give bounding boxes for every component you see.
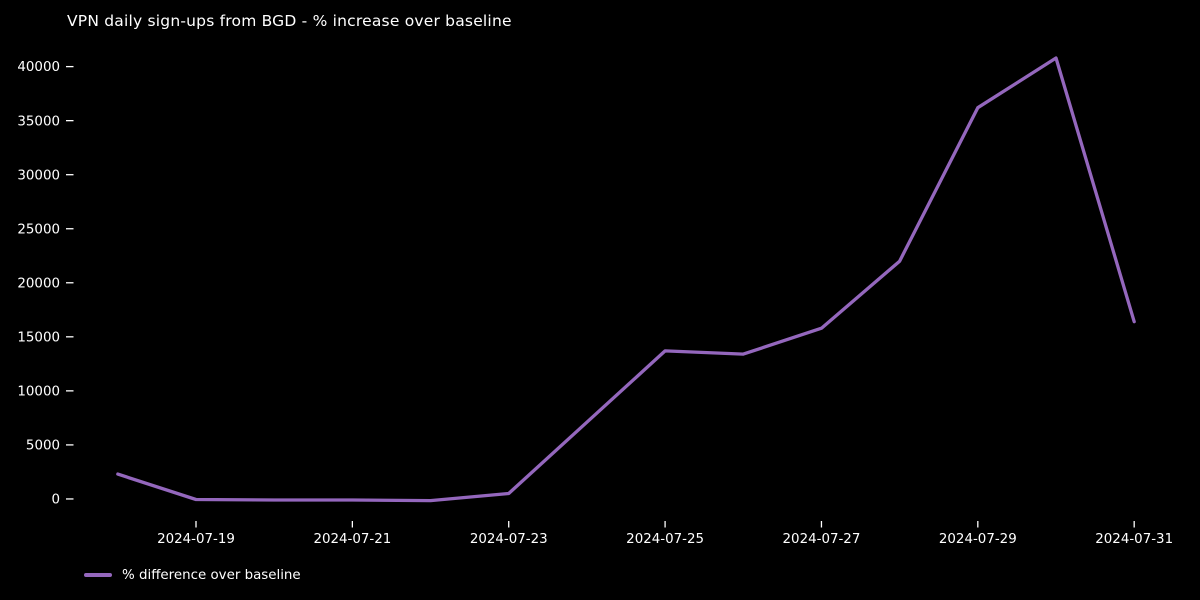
x-tick-label: 2024-07-29 bbox=[939, 532, 1017, 547]
series-line bbox=[116, 56, 1136, 503]
legend-line-swatch bbox=[84, 573, 112, 577]
chart-title: VPN daily sign-ups from BGD - % increase… bbox=[67, 12, 512, 30]
y-tick-label: 40000 bbox=[17, 60, 60, 75]
x-tick-label: 2024-07-23 bbox=[470, 532, 548, 547]
x-tick-label: 2024-07-31 bbox=[1095, 532, 1173, 547]
legend-label: % difference over baseline bbox=[122, 567, 301, 583]
y-tick-label: 30000 bbox=[17, 168, 60, 183]
y-tick-label: 0 bbox=[51, 493, 60, 508]
x-tick-label: 2024-07-19 bbox=[157, 532, 235, 547]
y-tick-label: 15000 bbox=[17, 330, 60, 345]
x-tick-label: 2024-07-21 bbox=[313, 532, 391, 547]
x-tick-label: 2024-07-25 bbox=[626, 532, 704, 547]
y-tick-label: 10000 bbox=[17, 384, 60, 399]
legend: % difference over baseline bbox=[84, 566, 301, 584]
y-tick-label: 25000 bbox=[17, 222, 60, 237]
y-tick-label: 20000 bbox=[17, 276, 60, 291]
y-tick-label: 5000 bbox=[26, 439, 60, 454]
y-tick-label: 35000 bbox=[17, 114, 60, 129]
x-tick-label: 2024-07-27 bbox=[783, 532, 861, 547]
